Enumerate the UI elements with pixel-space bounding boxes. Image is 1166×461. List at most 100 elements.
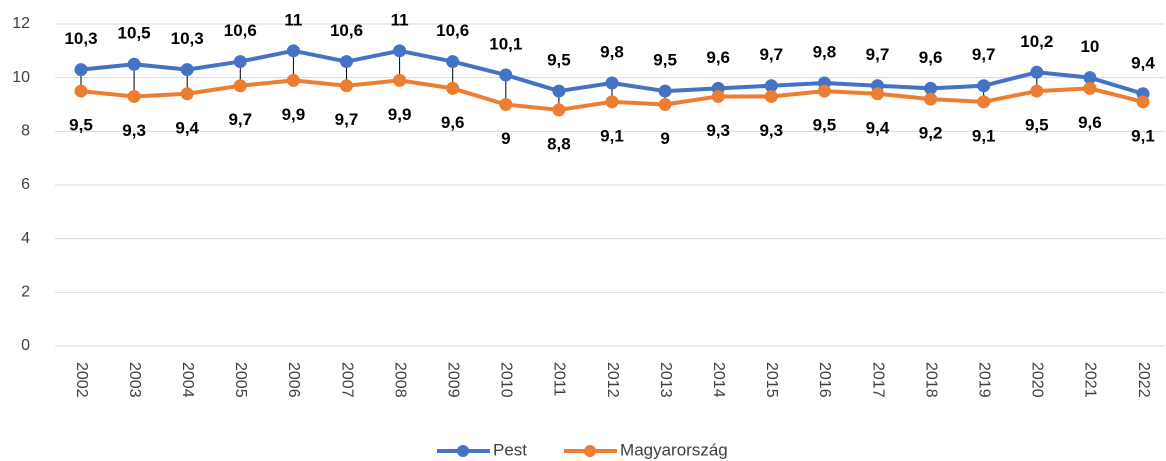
legend-marker	[457, 445, 469, 457]
value-label: 10,3	[171, 29, 204, 48]
data-point	[499, 98, 513, 111]
data-point	[552, 84, 566, 98]
x-tick-label: 2018	[922, 362, 939, 398]
value-label: 9,5	[653, 51, 677, 70]
data-point	[1083, 71, 1097, 85]
data-point	[1083, 81, 1097, 95]
x-tick-label: 2005	[232, 362, 249, 398]
data-point	[233, 79, 247, 93]
x-tick-label: 2016	[816, 362, 833, 398]
value-label: 9,2	[919, 124, 943, 143]
value-label: 11	[284, 10, 302, 29]
value-label: 10,5	[118, 24, 151, 43]
y-tick-label: 10	[12, 69, 30, 86]
value-label: 10,6	[224, 21, 257, 40]
value-label: 9,3	[759, 121, 783, 140]
data-point	[180, 63, 194, 77]
x-tick-label: 2020	[1029, 362, 1046, 398]
data-point	[711, 89, 725, 103]
value-label: 9,1	[972, 126, 996, 145]
data-point	[446, 81, 460, 95]
value-label: 9,4	[175, 118, 199, 137]
value-label: 10,2	[1020, 32, 1053, 51]
x-tick-label: 2019	[975, 362, 992, 398]
data-point	[924, 81, 938, 95]
value-label: 9,8	[813, 43, 837, 62]
value-label: 9,9	[282, 105, 306, 124]
data-point	[658, 84, 672, 98]
data-point	[817, 84, 831, 98]
y-tick-label: 6	[21, 176, 30, 193]
value-label: 9,5	[1025, 116, 1049, 135]
value-label: 9,5	[69, 116, 93, 135]
value-label: 8,8	[547, 134, 571, 153]
x-tick-label: 2009	[444, 362, 461, 398]
value-label: 10,6	[436, 21, 469, 40]
value-label: 9,7	[228, 110, 252, 129]
data-point	[233, 55, 247, 69]
value-label: 9,3	[122, 121, 146, 140]
value-label: 9	[501, 129, 510, 148]
data-point	[127, 57, 141, 71]
value-label: 9,6	[706, 48, 730, 67]
data-point	[1030, 84, 1044, 98]
data-point	[871, 87, 884, 101]
y-tick-label: 4	[21, 230, 30, 247]
data-point	[977, 79, 991, 93]
value-label: 9,4	[866, 118, 890, 137]
value-label: 9,1	[600, 126, 624, 145]
data-point	[393, 73, 407, 87]
data-point	[340, 79, 353, 93]
data-point	[180, 87, 194, 101]
x-tick-label: 2013	[657, 362, 674, 398]
data-point	[764, 79, 778, 93]
value-label: 11	[391, 10, 409, 29]
legend-label: Magyarország	[620, 440, 728, 459]
value-label: 9,1	[1131, 126, 1155, 145]
y-tick-label: 2	[21, 284, 30, 301]
x-tick-label: 2002	[73, 362, 90, 398]
data-point	[605, 76, 619, 90]
value-label: 9,8	[600, 43, 624, 62]
value-label: 9,7	[866, 45, 890, 64]
data-point	[127, 89, 141, 103]
value-label: 9,7	[972, 45, 996, 64]
data-point	[924, 92, 938, 106]
data-point	[74, 63, 88, 77]
value-label: 10,1	[489, 34, 522, 53]
data-point	[1136, 95, 1150, 109]
data-point	[764, 89, 778, 103]
x-tick-label: 2003	[126, 362, 143, 398]
x-tick-label: 2011	[551, 362, 568, 397]
x-tick-label: 2015	[763, 362, 780, 398]
data-point	[446, 55, 460, 69]
value-label: 9	[660, 129, 669, 148]
x-tick-label: 2010	[498, 362, 515, 398]
data-point	[286, 44, 300, 58]
value-label: 10,3	[64, 29, 97, 48]
y-tick-label: 12	[12, 15, 30, 32]
value-label: 9,7	[759, 45, 783, 64]
data-point	[286, 73, 300, 87]
data-point	[393, 44, 407, 58]
data-point	[340, 55, 353, 69]
y-tick-label: 8	[21, 123, 30, 140]
x-tick-label: 2017	[869, 362, 886, 398]
legend-marker	[584, 445, 597, 457]
value-label: 9,9	[388, 105, 412, 124]
y-tick-label: 0	[21, 337, 30, 354]
data-point	[1030, 65, 1044, 79]
x-tick-label: 2006	[285, 362, 302, 398]
x-tick-label: 2004	[179, 362, 196, 398]
x-tick-label: 2022	[1135, 362, 1152, 398]
value-label: 9,5	[547, 51, 571, 70]
data-point	[605, 95, 619, 109]
value-label: 10,6	[330, 21, 363, 40]
legend-label: Pest	[493, 440, 527, 459]
data-point	[74, 84, 88, 98]
value-label: 9,5	[813, 116, 837, 135]
x-tick-label: 2014	[710, 362, 727, 398]
x-tick-label: 2021	[1082, 362, 1099, 398]
data-point	[552, 103, 566, 117]
